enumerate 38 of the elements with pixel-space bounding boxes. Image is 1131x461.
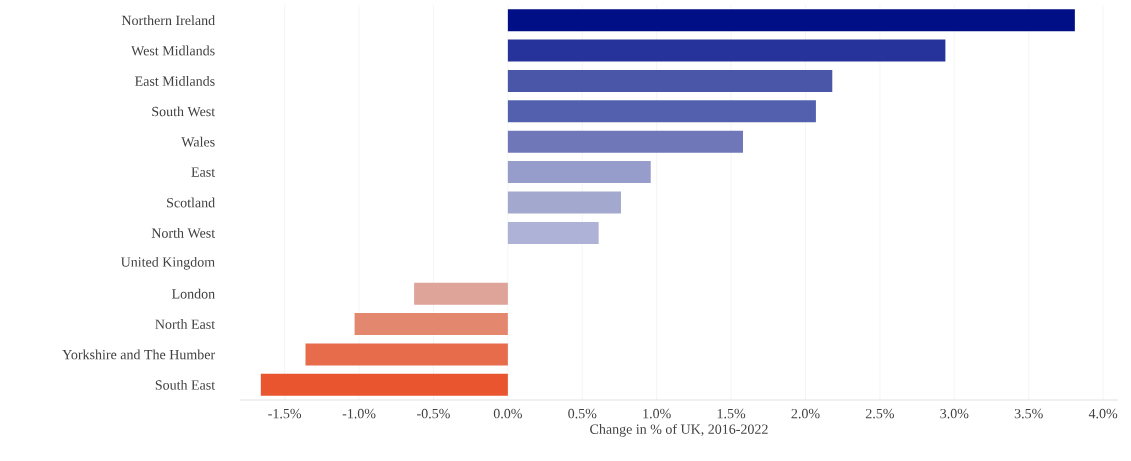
y-tick-label: South East bbox=[155, 379, 216, 390]
x-tick-label: 3.0% bbox=[940, 408, 969, 419]
y-tick-label: East bbox=[191, 167, 216, 177]
x-tick-label: 2.0% bbox=[791, 408, 820, 419]
y-tick-label: Yorkshire and The Humber bbox=[62, 349, 216, 360]
x-tick-label: -1.0% bbox=[342, 408, 376, 419]
x-tick-label: 4.0% bbox=[1088, 408, 1118, 419]
y-tick-label: Wales bbox=[181, 136, 215, 147]
x-axis-title: Change in % of UK, 2016-2022 bbox=[590, 423, 768, 437]
y-tick-label: London bbox=[171, 288, 215, 299]
bar bbox=[507, 161, 651, 184]
bar bbox=[507, 130, 743, 153]
bar bbox=[414, 282, 508, 305]
x-tick-label: -1.5% bbox=[268, 408, 302, 419]
y-tick-label: East Midlands bbox=[135, 76, 215, 86]
bar bbox=[507, 9, 1075, 32]
bar bbox=[507, 100, 816, 123]
y-tick-label: South West bbox=[152, 106, 216, 117]
y-tick-label: Northern Ireland bbox=[121, 15, 215, 26]
bar bbox=[507, 191, 621, 214]
y-tick-label: United Kingdom bbox=[120, 256, 215, 270]
x-tick-label: 1.5% bbox=[717, 408, 746, 419]
y-tick-label: North East bbox=[155, 319, 216, 329]
y-tick-label: Scotland bbox=[167, 197, 215, 208]
x-tick-label: 2.5% bbox=[865, 408, 895, 419]
x-tick-label: -0.5% bbox=[417, 408, 450, 419]
bar bbox=[507, 69, 833, 92]
bar bbox=[507, 221, 599, 244]
x-tick-label: 0.5% bbox=[568, 408, 597, 419]
bar bbox=[305, 343, 508, 366]
bar bbox=[260, 373, 508, 396]
x-tick-label: 1.0% bbox=[643, 408, 671, 419]
y-tick-label: North West bbox=[151, 227, 216, 238]
y-tick-label: West Midlands bbox=[131, 45, 215, 56]
x-tick-label: 3.5% bbox=[1014, 408, 1043, 419]
bar bbox=[354, 313, 508, 336]
x-tick-label: 0.0% bbox=[493, 408, 522, 419]
bar bbox=[507, 39, 946, 62]
